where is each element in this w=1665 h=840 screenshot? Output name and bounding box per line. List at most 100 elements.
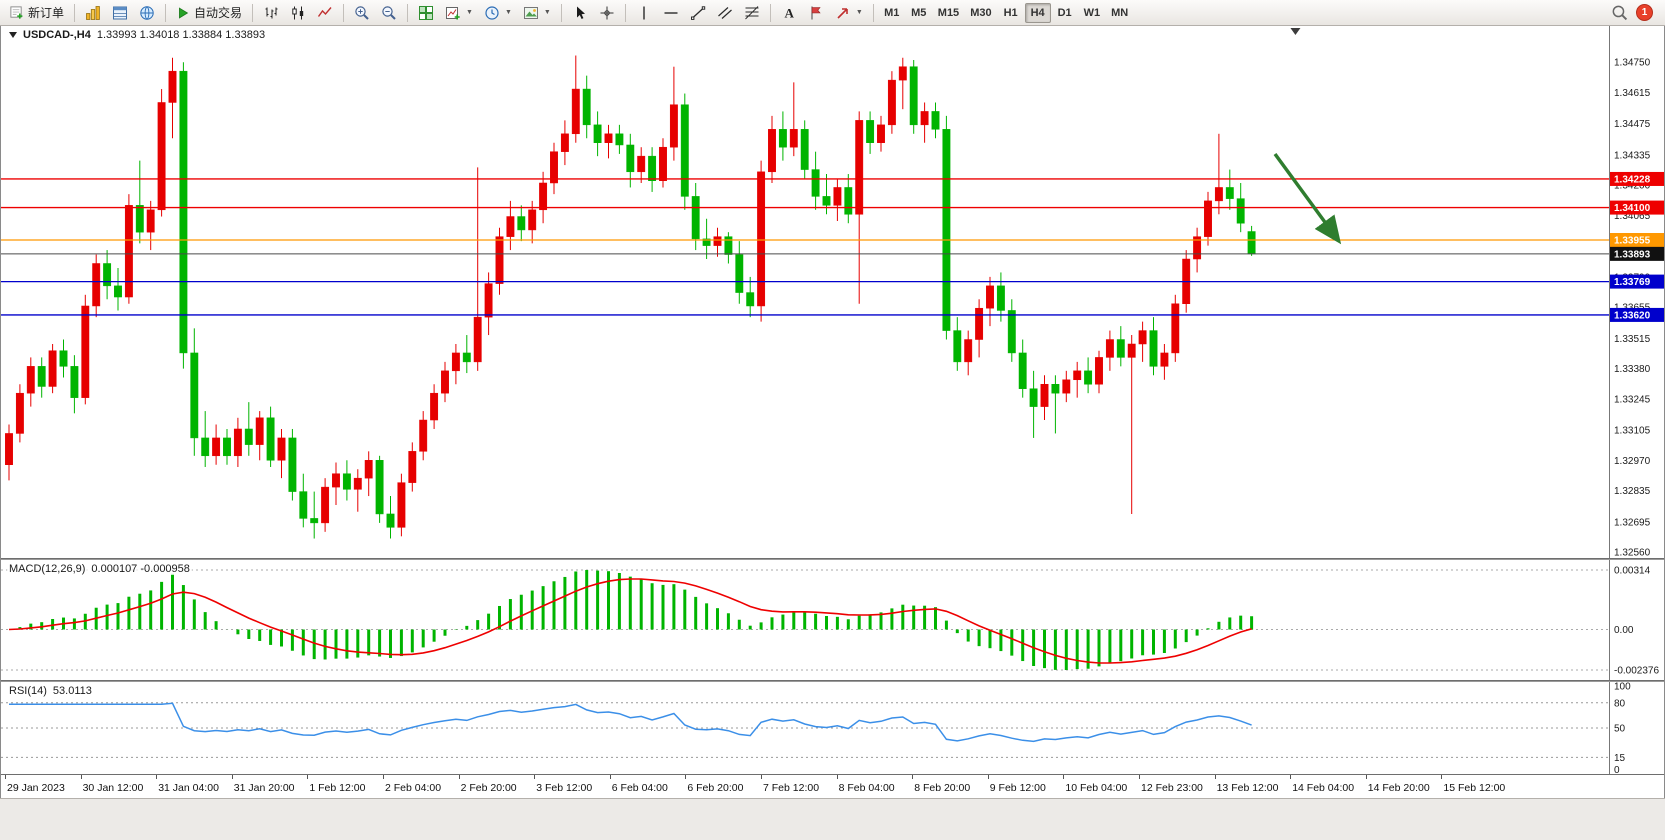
new-order-button[interactable]: 新订单 xyxy=(4,2,69,24)
main-chart-panel: 1.34750 1.34615 1.34475 1.34335 1.34200 1.340… xyxy=(1,26,1664,558)
timeframe-button-mn[interactable]: MN xyxy=(1106,3,1133,23)
trendline-icon xyxy=(690,5,706,20)
candle xyxy=(833,178,842,221)
timeframe-button-d1[interactable]: D1 xyxy=(1052,3,1078,23)
trendline-tool-button[interactable] xyxy=(685,2,711,24)
main-chart-canvas[interactable]: 1.34750 1.34615 1.34475 1.34335 1.34200 1.340… xyxy=(1,26,1665,558)
time-tick xyxy=(836,775,838,779)
panel-splitter[interactable] xyxy=(1,680,1664,682)
candle xyxy=(1018,339,1027,398)
search-icon[interactable] xyxy=(1611,4,1628,21)
tile-windows-button[interactable] xyxy=(413,2,439,24)
candle xyxy=(233,417,242,467)
dropdown-caret-icon: ▼ xyxy=(855,9,863,16)
svg-text:0.00: 0.00 xyxy=(1614,625,1634,636)
candle xyxy=(266,406,275,467)
candlestick-mode-button[interactable] xyxy=(285,2,311,24)
channel-tool-button[interactable] xyxy=(712,2,738,24)
toolbar-separator xyxy=(407,3,409,22)
rsi-canvas[interactable]: 100 80 50 150 xyxy=(1,682,1665,774)
label-tool-button[interactable] xyxy=(803,2,829,24)
candle xyxy=(81,294,90,405)
svg-text:1.33245: 1.33245 xyxy=(1614,394,1651,405)
candle xyxy=(637,147,646,183)
time-tick xyxy=(1063,775,1065,779)
zoom-in-icon xyxy=(355,5,369,20)
dropdown-caret-icon: ▼ xyxy=(504,9,512,16)
market-watch-button[interactable] xyxy=(80,2,106,24)
macd-signal-line xyxy=(8,578,1252,664)
candle xyxy=(560,120,569,166)
candle xyxy=(778,111,787,161)
time-tick xyxy=(685,775,687,779)
timeframe-button-m5[interactable]: M5 xyxy=(906,3,932,23)
periods-button[interactable]: ▼ xyxy=(479,2,517,24)
panel-splitter[interactable] xyxy=(1,558,1664,560)
templates-button[interactable]: ▼ xyxy=(518,2,556,24)
svg-text:-0.002376: -0.002376 xyxy=(1614,666,1659,677)
candle xyxy=(1138,321,1147,362)
chart-shift-marker-icon[interactable] xyxy=(1290,28,1301,35)
fibonacci-tool-button[interactable] xyxy=(739,2,765,24)
price-tag: 1.34100 xyxy=(1610,200,1664,215)
new-chart-icon xyxy=(446,6,460,19)
bar-chart-mode-button[interactable] xyxy=(258,2,284,24)
zoom-out-button[interactable] xyxy=(376,2,402,24)
candle xyxy=(724,232,733,264)
arrows-tool-button[interactable]: ▼ xyxy=(830,2,868,24)
time-axis-label: 3 Feb 12:00 xyxy=(536,782,593,794)
time-tick xyxy=(383,775,384,779)
vertical-line-icon xyxy=(643,6,645,19)
price-axis[interactable]: 1.34750 1.34615 1.34475 1.34335 1.34200 1.340… xyxy=(1614,58,1651,558)
notification-badge[interactable]: 1 xyxy=(1636,4,1653,21)
line-chart-mode-button[interactable] xyxy=(312,2,338,24)
time-tick xyxy=(1139,775,1140,779)
timeframe-button-m15[interactable]: M15 xyxy=(933,3,964,23)
zoom-in-button[interactable] xyxy=(349,2,375,24)
svg-text:1.32695: 1.32695 xyxy=(1614,517,1651,528)
candle xyxy=(877,115,885,152)
candle xyxy=(1073,361,1082,398)
candle xyxy=(5,424,13,481)
candle xyxy=(430,384,439,429)
toolbar-separator xyxy=(74,3,76,22)
text-tool-button[interactable]: A xyxy=(776,2,802,24)
candle xyxy=(691,182,700,251)
navigator-button[interactable] xyxy=(134,2,160,24)
horizontal-line-tool-button[interactable] xyxy=(658,2,684,24)
candle xyxy=(648,147,657,192)
candle xyxy=(1105,330,1114,371)
toolbar-separator xyxy=(343,3,345,22)
annotation-arrow[interactable] xyxy=(1273,152,1342,245)
time-axis[interactable]: 29 Jan 2023 30 Jan 12:00 31 Jan 04:00 31 Ja… xyxy=(1,774,1664,798)
candle xyxy=(212,424,221,465)
timeframe-button-w1[interactable]: W1 xyxy=(1079,3,1106,23)
candle xyxy=(1225,169,1234,210)
horizontal-line-icon xyxy=(664,11,678,14)
time-tick xyxy=(1365,775,1367,779)
candle xyxy=(1051,375,1060,434)
candle xyxy=(70,355,79,414)
new-chart-button[interactable]: ▼ xyxy=(440,2,478,24)
autotrading-button[interactable]: 自动交易 xyxy=(171,2,247,24)
candle xyxy=(593,111,602,157)
time-tick xyxy=(1290,775,1292,779)
time-axis-label: 10 Feb 04:00 xyxy=(1065,782,1128,794)
time-axis-label: 6 Feb 04:00 xyxy=(611,782,668,794)
candle xyxy=(550,142,558,195)
timeframe-button-h1[interactable]: H1 xyxy=(998,3,1024,23)
data-window-button[interactable] xyxy=(107,2,133,24)
timeframe-button-h4[interactable]: H4 xyxy=(1024,2,1051,23)
crosshair-tool-button[interactable] xyxy=(594,2,620,24)
dropdown-caret-icon: ▼ xyxy=(543,9,551,16)
vertical-line-tool-button[interactable] xyxy=(631,2,657,24)
toolbar-separator xyxy=(560,3,562,22)
timeframe-button-m30[interactable]: M30 xyxy=(965,3,996,23)
candle xyxy=(92,254,101,318)
cursor-tool-button[interactable] xyxy=(567,2,593,24)
time-tick xyxy=(534,775,536,779)
svg-text:15: 15 xyxy=(1614,753,1626,764)
candle xyxy=(506,200,515,251)
timeframe-button-m1[interactable]: M1 xyxy=(879,3,905,23)
macd-canvas[interactable]: 0.00314 0.00 -0.002376 xyxy=(1,560,1665,680)
